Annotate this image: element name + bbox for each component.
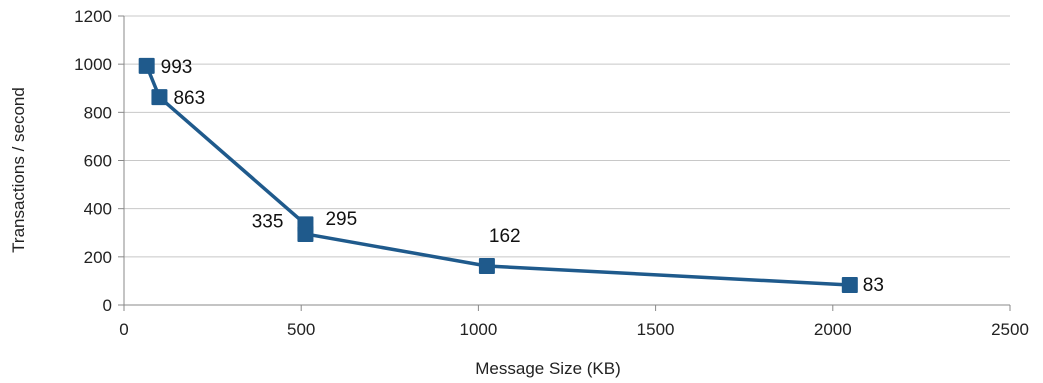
data-label: 162 <box>489 226 521 247</box>
data-label: 335 <box>252 211 284 232</box>
x-axis-title: Message Size (KB) <box>475 359 621 378</box>
x-tick-label: 1000 <box>459 320 497 339</box>
data-point-marker <box>151 89 168 106</box>
y-tick-label: 400 <box>84 200 112 219</box>
data-labels: 993 863 335 295 162 83 <box>161 57 884 296</box>
data-label: 295 <box>325 209 357 230</box>
y-axis-title: Transactions / second <box>9 87 28 253</box>
y-tick-label: 800 <box>84 103 112 122</box>
data-point-marker <box>841 277 858 294</box>
x-tick-label: 1500 <box>637 320 675 339</box>
data-label: 993 <box>161 57 193 78</box>
y-tick-label: 600 <box>84 152 112 171</box>
x-tick-label: 2500 <box>991 320 1029 339</box>
data-label: 83 <box>863 275 884 296</box>
gridlines <box>124 15 1010 258</box>
data-label: 863 <box>173 88 205 109</box>
series-line <box>145 65 850 287</box>
data-point-marker <box>138 57 155 74</box>
x-tick-labels: 0 500 1000 1500 2000 2500 <box>119 320 1029 339</box>
data-point-marker <box>297 225 314 242</box>
y-tick-label: 1200 <box>74 7 112 26</box>
y-tick-label: 200 <box>84 248 112 267</box>
x-tick-label: 500 <box>287 320 315 339</box>
data-point-marker <box>478 257 495 274</box>
y-tick-label: 1000 <box>74 55 112 74</box>
axes <box>118 15 1011 311</box>
x-tick-label: 0 <box>119 320 128 339</box>
y-tick-labels: 0 200 400 600 800 1000 1200 <box>74 7 112 315</box>
series-group <box>138 57 858 294</box>
y-tick-label: 0 <box>103 296 112 315</box>
x-tick-label: 2000 <box>814 320 852 339</box>
